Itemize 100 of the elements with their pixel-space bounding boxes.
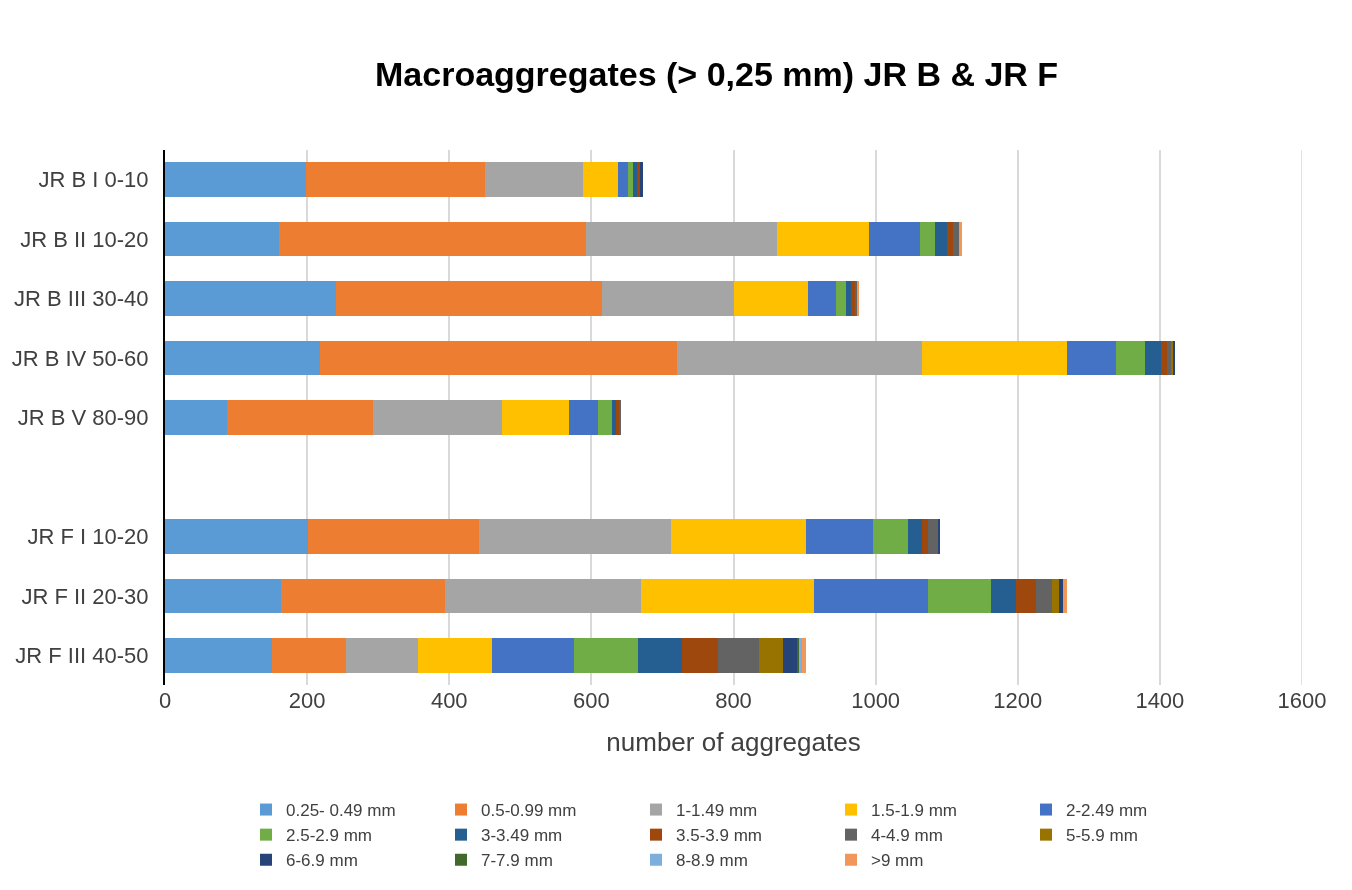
bar bbox=[919, 221, 936, 257]
bar bbox=[165, 162, 307, 197]
bar bbox=[641, 578, 814, 614]
x-axis-title: number of aggregates bbox=[606, 726, 861, 757]
legend-label: 0.5-0.99 mm bbox=[481, 801, 577, 821]
bar bbox=[165, 400, 227, 435]
bar bbox=[1051, 578, 1059, 614]
bar bbox=[1115, 340, 1145, 376]
bar bbox=[928, 578, 991, 614]
bar bbox=[345, 638, 418, 673]
y-tick-label: JR B V 80-90 bbox=[17, 405, 149, 431]
bar bbox=[1016, 578, 1037, 614]
bar bbox=[835, 281, 846, 316]
bar bbox=[165, 281, 336, 316]
bar bbox=[574, 638, 638, 673]
bar bbox=[935, 221, 948, 257]
legend-label: 1-1.49 mm bbox=[676, 801, 758, 821]
bar bbox=[165, 221, 279, 257]
legend-label: 4-4.9 mm bbox=[871, 826, 943, 846]
bar bbox=[335, 281, 603, 316]
bar bbox=[272, 638, 346, 673]
legend-label: 3-3.49 mm bbox=[481, 826, 563, 846]
bar bbox=[759, 638, 783, 673]
bar bbox=[921, 519, 929, 554]
bar bbox=[568, 400, 599, 435]
bar bbox=[1036, 578, 1052, 614]
bar bbox=[947, 221, 954, 257]
bar bbox=[307, 519, 480, 554]
bar bbox=[717, 638, 760, 673]
x-tick-label: 200 bbox=[288, 688, 326, 713]
bar bbox=[501, 400, 569, 435]
bar bbox=[872, 519, 909, 554]
bar bbox=[319, 340, 677, 376]
bar bbox=[611, 400, 616, 435]
y-tick-label: JR B III 30-40 bbox=[14, 286, 149, 312]
y-tick-label: JR F III 40-50 bbox=[15, 642, 149, 668]
bar bbox=[637, 638, 683, 673]
x-tick-label: 1000 bbox=[851, 688, 901, 713]
bar bbox=[479, 519, 671, 554]
bar bbox=[165, 578, 281, 614]
bar bbox=[928, 519, 939, 554]
legend-label: 1.5-1.9 mm bbox=[871, 801, 957, 821]
legend-label: 3.5-3.9 mm bbox=[676, 826, 762, 846]
bar bbox=[619, 400, 622, 435]
bar bbox=[1058, 578, 1064, 614]
legend-label: 6-6.9 mm bbox=[286, 851, 358, 871]
legend-label: 8-8.9 mm bbox=[676, 851, 748, 871]
bar bbox=[733, 281, 809, 316]
x-tick-label: 1200 bbox=[993, 688, 1043, 713]
bar bbox=[868, 221, 920, 257]
bar bbox=[586, 221, 777, 257]
bar bbox=[598, 400, 612, 435]
x-tick-label: 1400 bbox=[1135, 688, 1185, 713]
legend-label: 5-5.9 mm bbox=[1066, 826, 1138, 846]
bar bbox=[484, 162, 583, 197]
bar bbox=[776, 221, 869, 257]
x-tick-label: 0 bbox=[158, 688, 172, 713]
bar bbox=[801, 638, 806, 673]
bar bbox=[278, 221, 587, 257]
bar bbox=[921, 340, 1068, 376]
bar bbox=[165, 340, 320, 376]
legend-label: 2-2.49 mm bbox=[1066, 801, 1148, 821]
bar bbox=[808, 281, 836, 316]
bar bbox=[617, 162, 628, 197]
bar bbox=[1161, 340, 1167, 376]
bar bbox=[602, 281, 734, 316]
bar bbox=[444, 578, 642, 614]
bar bbox=[280, 578, 445, 614]
bar bbox=[417, 638, 492, 673]
chart-title: Macroaggregates (> 0,25 mm) JR B & JR F bbox=[375, 55, 1059, 94]
legend-label: >9 mm bbox=[871, 851, 924, 871]
y-tick-label: JR F I 10-20 bbox=[27, 524, 149, 550]
bar bbox=[1063, 578, 1067, 614]
bar bbox=[165, 638, 273, 673]
bar bbox=[851, 281, 856, 316]
bar bbox=[953, 221, 960, 257]
y-tick-label: JR B IV 50-60 bbox=[11, 345, 149, 371]
bar bbox=[805, 519, 873, 554]
legend-label: 0.25- 0.49 mm bbox=[286, 801, 396, 821]
bar bbox=[582, 162, 618, 197]
legend-label: 2.5-2.9 mm bbox=[286, 826, 372, 846]
x-tick-label: 1600 bbox=[1277, 688, 1327, 713]
bar bbox=[306, 162, 485, 197]
bar bbox=[165, 519, 308, 554]
bar bbox=[813, 578, 929, 614]
y-tick-label: JR B II 10-20 bbox=[20, 226, 149, 252]
bar bbox=[676, 340, 922, 376]
bar bbox=[491, 638, 575, 673]
x-tick-label: 800 bbox=[715, 688, 752, 713]
x-tick-label: 400 bbox=[430, 688, 468, 713]
bar bbox=[1067, 340, 1116, 376]
bar bbox=[670, 519, 806, 554]
bar bbox=[226, 400, 373, 435]
x-tick-label: 600 bbox=[573, 688, 610, 713]
y-tick-label: JR B I 0-10 bbox=[38, 167, 149, 193]
bar bbox=[372, 400, 502, 435]
bar bbox=[1166, 340, 1171, 376]
bar bbox=[959, 221, 963, 257]
bar bbox=[782, 638, 797, 673]
bar bbox=[1144, 340, 1162, 376]
